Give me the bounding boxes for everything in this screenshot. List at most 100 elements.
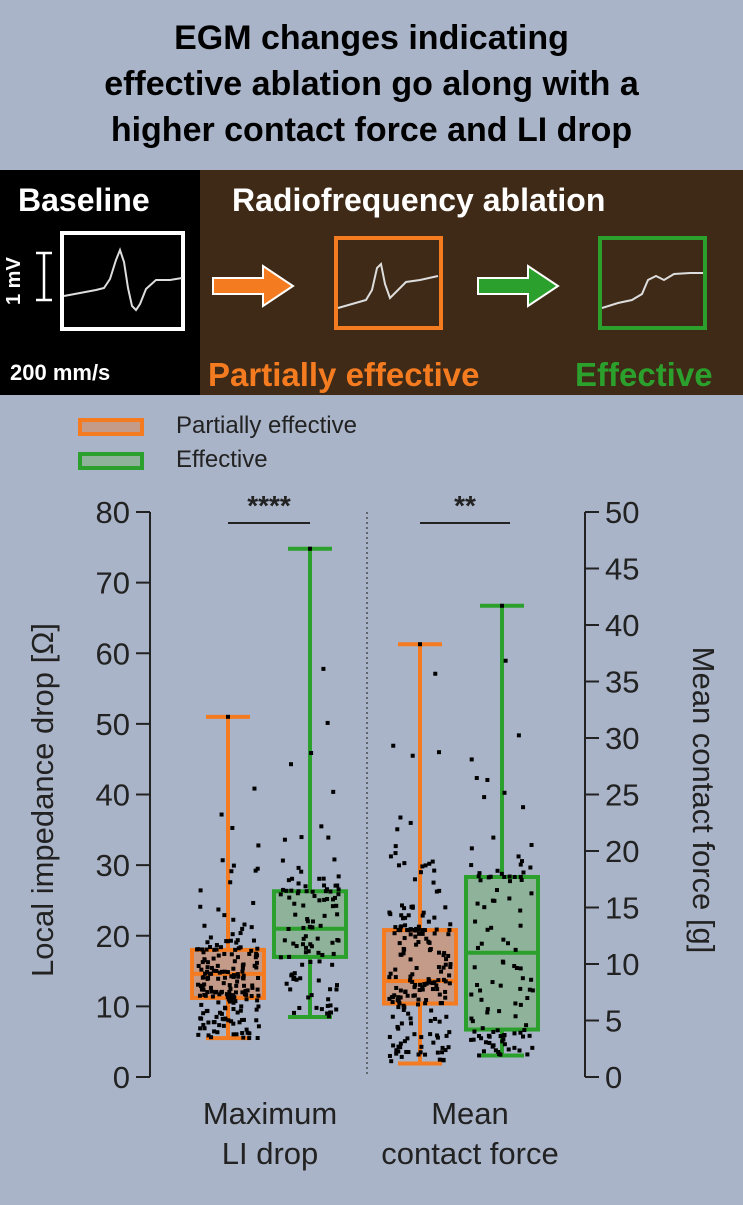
data-point-effective-li-drop: [301, 936, 306, 941]
data-point-effective-contact-force: [483, 1040, 488, 1045]
title-line-1: EGM changes indicating: [174, 19, 569, 57]
data-point-effective-contact-force: [508, 879, 513, 884]
data-point-partial-li-drop: [196, 947, 201, 952]
data-point-partial-contact-force: [402, 906, 407, 911]
data-point-partial-contact-force: [441, 953, 446, 958]
data-point-max-effective-li-drop: [308, 546, 312, 551]
data-point-partial-li-drop: [240, 969, 245, 974]
data-point-effective-li-drop: [316, 950, 321, 955]
data-point-partial-li-drop: [205, 990, 210, 995]
data-point-effective-contact-force: [469, 863, 474, 868]
data-point-effective-li-drop: [314, 1005, 319, 1010]
data-point-effective-li-drop: [317, 898, 322, 903]
data-point-partial-contact-force: [446, 932, 451, 937]
data-point-partial-contact-force: [387, 996, 392, 1001]
data-point-partial-contact-force: [437, 1057, 442, 1062]
data-point-partial-contact-force: [416, 1052, 421, 1057]
data-point-effective-li-drop: [332, 857, 337, 862]
y-right-tick-label: 50: [605, 495, 639, 530]
data-point-partial-li-drop: [256, 993, 261, 998]
data-point-effective-li-drop: [311, 919, 316, 924]
data-point-partial-contact-force: [447, 927, 452, 932]
data-point-partial-contact-force: [393, 851, 398, 856]
data-point-effective-contact-force: [494, 888, 499, 893]
data-point-partial-li-drop: [217, 1010, 222, 1015]
data-point-partial-li-drop: [240, 966, 245, 971]
data-point-partial-contact-force: [408, 820, 413, 825]
data-point-effective-li-drop: [305, 917, 310, 922]
data-point-partial-contact-force: [402, 947, 407, 952]
data-point-partial-li-drop: [255, 866, 260, 871]
data-point-effective-contact-force: [480, 1026, 485, 1031]
data-point-partial-li-drop: [216, 976, 221, 981]
data-point-partial-contact-force: [443, 995, 448, 1000]
y-right-tick-label: 10: [605, 947, 639, 982]
data-point-effective-li-drop: [326, 1014, 331, 1019]
data-point-partial-contact-force: [404, 1049, 409, 1054]
data-point-partial-li-drop: [254, 960, 259, 965]
data-point-partial-contact-force: [396, 1044, 401, 1049]
data-point-partial-contact-force: [394, 985, 399, 990]
data-point-partial-li-drop: [225, 939, 230, 944]
significance-markers: **** **: [228, 490, 510, 524]
data-point-effective-contact-force: [500, 1039, 505, 1044]
data-point-effective-li-drop: [300, 962, 305, 967]
data-point-partial-contact-force: [408, 974, 413, 979]
data-point-effective-contact-force: [498, 1034, 503, 1039]
data-point-effective-li-drop: [326, 835, 331, 840]
data-point-effective-li-drop: [310, 889, 315, 894]
data-point-effective-li-drop: [317, 959, 322, 964]
chart-svg: 0 10 20 30 40 50 60 70 80 0 5 10 15 20 25 30 35 40 45 50 **…: [78, 418, 640, 1095]
data-point-partial-contact-force: [417, 931, 422, 936]
data-point-partial-li-drop: [231, 966, 236, 971]
data-point-partial-contact-force: [443, 962, 448, 967]
data-point-partial-li-drop: [228, 880, 233, 885]
data-point-partial-li-drop: [226, 1018, 231, 1023]
data-point-effective-li-drop: [296, 865, 301, 870]
data-point-effective-contact-force: [485, 1010, 490, 1015]
data-point-partial-contact-force: [395, 827, 400, 832]
data-point-effective-contact-force: [518, 1002, 523, 1007]
data-point-partial-li-drop: [232, 959, 237, 964]
data-point-partial-contact-force: [424, 998, 429, 1003]
data-point-effective-li-drop: [303, 945, 308, 950]
data-point-effective-li-drop: [303, 934, 308, 939]
data-point-partial-li-drop: [256, 976, 261, 981]
y-left-tick-label: 70: [96, 566, 130, 601]
data-point-partial-contact-force: [418, 982, 423, 987]
data-point-effective-li-drop: [309, 944, 314, 949]
data-point-effective-li-drop: [325, 1011, 330, 1016]
data-point-partial-contact-force: [423, 1052, 428, 1057]
data-point-partial-li-drop: [230, 825, 235, 830]
data-point-effective-contact-force: [498, 983, 503, 988]
data-point-partial-li-drop: [221, 981, 226, 986]
data-point-effective-contact-force: [527, 987, 532, 992]
data-point-effective-li-drop: [330, 940, 335, 945]
data-point-effective-li-drop: [287, 954, 292, 959]
data-point-effective-li-drop: [310, 925, 315, 930]
data-point-effective-contact-force: [472, 1029, 477, 1034]
data-point-partial-contact-force: [413, 934, 418, 939]
data-point-effective-contact-force: [530, 988, 535, 993]
data-point-partial-contact-force: [420, 931, 425, 936]
data-point-partial-contact-force: [398, 988, 403, 993]
data-point-effective-contact-force: [478, 988, 483, 993]
axes: 0 10 20 30 40 50 60 70 80 0 5 10 15 20 25 30 35 40 45 50: [96, 495, 640, 1095]
data-point-effective-li-drop: [325, 1003, 330, 1008]
data-point-partial-li-drop: [205, 1008, 210, 1013]
box-plot-chart: 0 10 20 30 40 50 60 70 80 0 5 10 15 20 25 30 35 40 45 50 **…: [0, 400, 743, 1200]
data-point-effective-contact-force: [485, 1007, 490, 1012]
y-right-tick-label: 30: [605, 721, 639, 756]
data-point-effective-contact-force: [469, 1016, 474, 1021]
data-point-partial-li-drop: [239, 1018, 244, 1023]
data-point-partial-contact-force: [406, 913, 411, 918]
category-label-contact-force-line1: Mean: [431, 1096, 509, 1131]
data-point-partial-contact-force: [388, 854, 393, 859]
data-point-partial-contact-force: [442, 951, 447, 956]
data-point-partial-li-drop: [256, 1004, 261, 1009]
data-point-partial-li-drop: [196, 982, 201, 987]
data-point-partial-contact-force: [387, 1053, 392, 1058]
data-point-partial-li-drop: [220, 858, 225, 863]
data-point-partial-li-drop: [229, 995, 234, 1000]
data-point-effective-li-drop: [332, 895, 337, 900]
